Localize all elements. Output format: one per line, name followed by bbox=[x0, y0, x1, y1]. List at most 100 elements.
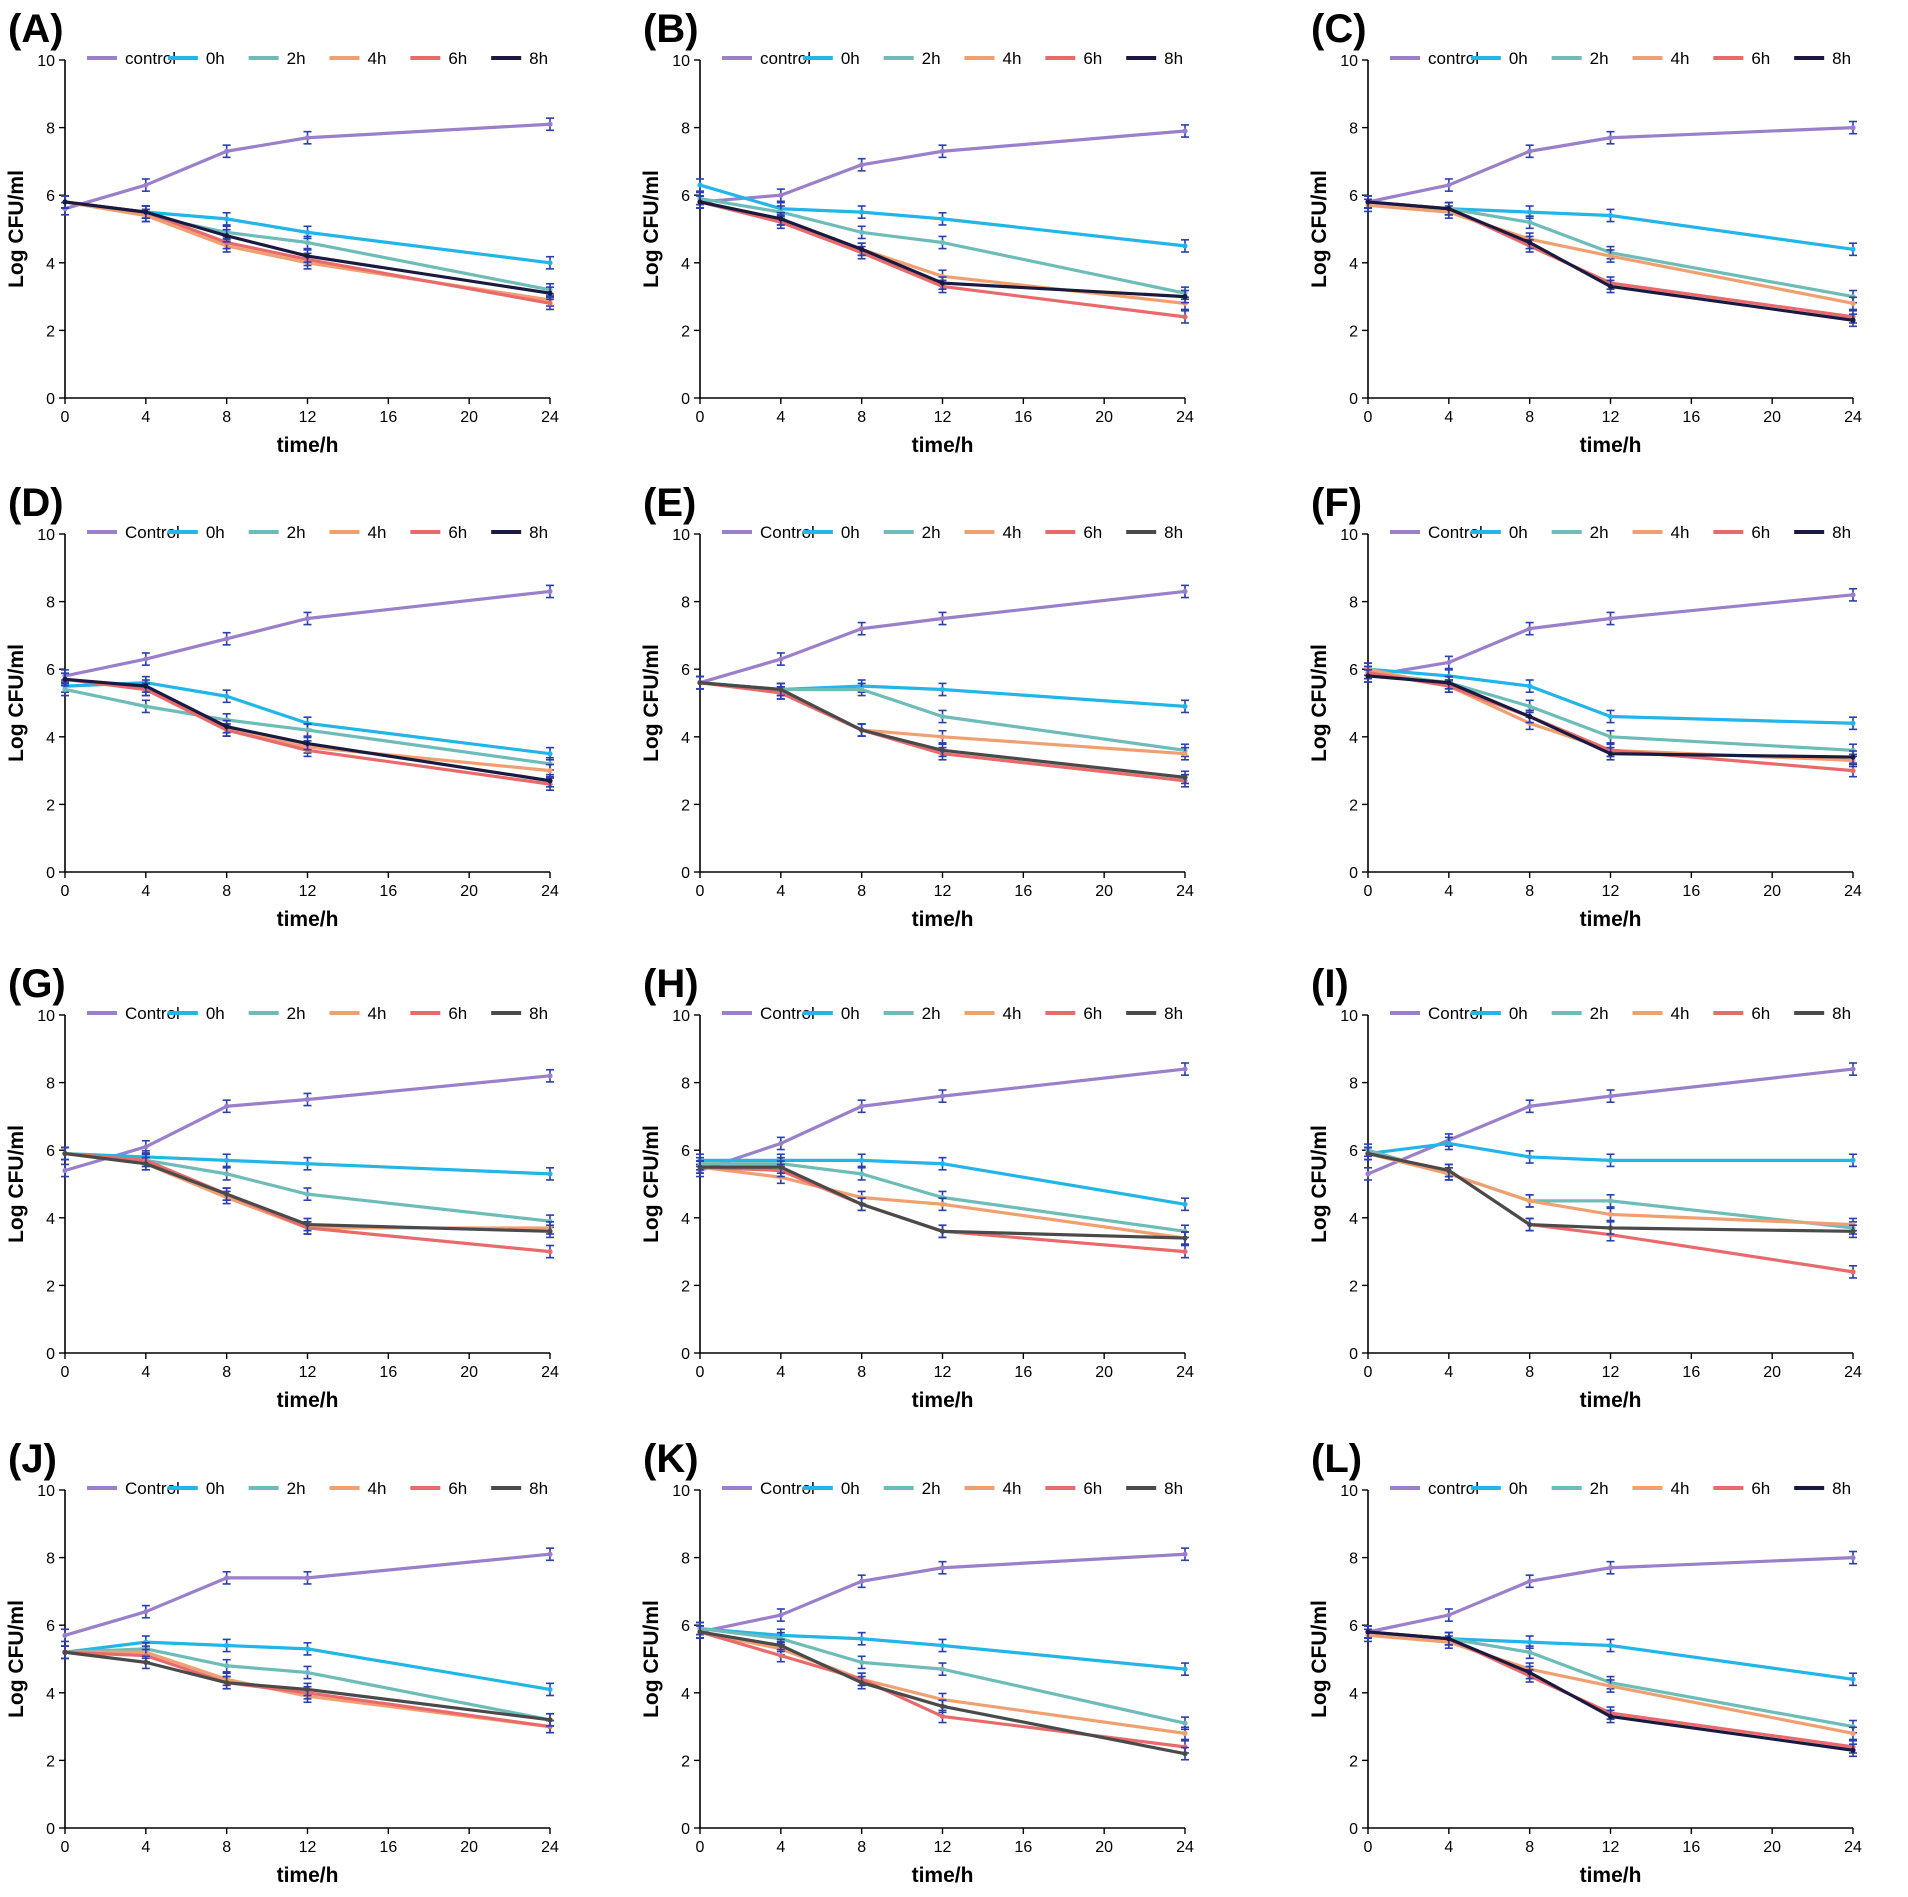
y-tick-label: 2 bbox=[681, 1753, 690, 1770]
legend-label-control: Control bbox=[760, 1479, 815, 1498]
data-point-control bbox=[143, 656, 149, 662]
x-tick-label: 16 bbox=[1682, 409, 1700, 426]
legend-label-4h: 4h bbox=[368, 49, 387, 68]
legend-label-6h: 6h bbox=[448, 1479, 467, 1498]
y-axis-title: Log CFU/ml bbox=[1308, 644, 1331, 762]
x-tick-label: 12 bbox=[934, 1364, 952, 1381]
x-tick-label: 0 bbox=[1364, 1839, 1373, 1856]
x-axis-title: time/h bbox=[277, 1389, 339, 1412]
x-tick-label: 4 bbox=[776, 883, 785, 900]
data-point-control bbox=[1182, 128, 1188, 134]
legend-label-control: Control bbox=[760, 523, 815, 542]
x-tick-label: 8 bbox=[857, 1839, 866, 1856]
data-point-control bbox=[143, 182, 149, 188]
series-line-control bbox=[699, 589, 1186, 685]
x-tick-label: 24 bbox=[541, 1839, 559, 1856]
y-tick-label: 2 bbox=[46, 797, 55, 814]
x-axis-title: time/h bbox=[912, 1864, 974, 1887]
data-point-control bbox=[939, 1565, 946, 1571]
x-tick-label: 20 bbox=[1763, 1839, 1781, 1856]
x-tick-label: 24 bbox=[1844, 1839, 1862, 1856]
y-tick-label: 0 bbox=[681, 865, 690, 882]
y-tick-label: 8 bbox=[1349, 1551, 1358, 1568]
data-point-8h bbox=[697, 1164, 703, 1170]
data-point-0h bbox=[1182, 243, 1188, 249]
data-point-8h bbox=[224, 724, 230, 730]
data-point-8h bbox=[224, 233, 230, 239]
data-point-8h bbox=[224, 1191, 230, 1197]
y-tick-label: 2 bbox=[1349, 1278, 1358, 1295]
data-point-control bbox=[1850, 1066, 1856, 1072]
data-point-6h bbox=[939, 1713, 946, 1720]
legend-label-8h: 8h bbox=[1832, 1004, 1851, 1023]
x-tick-label: 0 bbox=[696, 1839, 705, 1856]
data-point-2h bbox=[1607, 734, 1614, 740]
y-tick-label: 4 bbox=[1349, 1211, 1358, 1228]
panel-label-h: (H) bbox=[643, 962, 699, 1006]
y-tick-label: 0 bbox=[1349, 1346, 1358, 1363]
x-tick-label: 16 bbox=[1014, 1839, 1032, 1856]
data-point-2h bbox=[859, 686, 865, 693]
data-point-4h bbox=[1527, 1198, 1533, 1204]
data-point-8h bbox=[1527, 239, 1533, 246]
x-tick-label: 8 bbox=[857, 1364, 866, 1381]
x-tick-label: 4 bbox=[141, 1364, 150, 1381]
x-tick-label: 8 bbox=[1525, 1839, 1534, 1856]
data-point-8h bbox=[939, 1703, 946, 1709]
legend-label-6h: 6h bbox=[1751, 1004, 1770, 1023]
data-point-8h bbox=[1607, 283, 1614, 290]
x-tick-label: 12 bbox=[299, 409, 317, 426]
legend-label-4h: 4h bbox=[1003, 1004, 1022, 1023]
legend-label-2h: 2h bbox=[287, 1004, 306, 1023]
panel-label-l: (L) bbox=[1311, 1437, 1362, 1481]
x-tick-label: 20 bbox=[460, 1364, 478, 1381]
legend-label-2h: 2h bbox=[287, 49, 306, 68]
data-point-8h bbox=[778, 1164, 784, 1170]
data-point-8h bbox=[939, 747, 946, 753]
x-tick-label: 0 bbox=[61, 883, 70, 900]
x-tick-label: 20 bbox=[460, 1839, 478, 1856]
data-point-8h bbox=[1446, 1167, 1452, 1174]
data-point-control bbox=[1446, 659, 1452, 666]
data-point-8h bbox=[859, 1680, 865, 1686]
data-point-6h bbox=[547, 300, 553, 306]
data-point-2h bbox=[1527, 703, 1533, 709]
y-tick-label: 0 bbox=[46, 1346, 55, 1363]
y-tick-label: 10 bbox=[37, 53, 55, 70]
x-axis-title: time/h bbox=[277, 908, 339, 931]
data-point-6h bbox=[547, 1249, 553, 1255]
legend-label-8h: 8h bbox=[529, 1479, 548, 1498]
legend-label-0h: 0h bbox=[841, 523, 860, 542]
x-tick-label: 20 bbox=[1763, 409, 1781, 426]
data-point-4h bbox=[939, 734, 946, 740]
data-point-2h bbox=[859, 229, 865, 235]
y-tick-label: 0 bbox=[46, 391, 55, 408]
legend-label-control: Control bbox=[760, 1004, 815, 1023]
y-tick-label: 4 bbox=[681, 256, 690, 273]
data-point-0h bbox=[859, 1636, 865, 1642]
series-line-control bbox=[64, 589, 551, 678]
x-tick-label: 0 bbox=[61, 409, 70, 426]
data-point-8h bbox=[304, 253, 311, 259]
legend-label-control: Control bbox=[125, 523, 180, 542]
x-axis-title: time/h bbox=[1580, 1389, 1642, 1412]
y-tick-label: 6 bbox=[1349, 188, 1358, 205]
y-tick-label: 10 bbox=[672, 1483, 690, 1500]
x-tick-label: 20 bbox=[1095, 883, 1113, 900]
panel-label-k: (K) bbox=[643, 1437, 699, 1481]
x-tick-label: 0 bbox=[696, 409, 705, 426]
legend-label-2h: 2h bbox=[922, 49, 941, 68]
data-point-2h bbox=[939, 239, 946, 246]
y-tick-label: 8 bbox=[681, 1551, 690, 1568]
legend-label-6h: 6h bbox=[1751, 1479, 1770, 1498]
y-axis-title: Log CFU/ml bbox=[1308, 170, 1331, 288]
data-point-4h bbox=[939, 1201, 946, 1207]
x-tick-label: 16 bbox=[379, 409, 397, 426]
data-point-control bbox=[1182, 1066, 1188, 1072]
data-point-0h bbox=[939, 1642, 946, 1649]
legend-label-6h: 6h bbox=[448, 523, 467, 542]
y-tick-label: 4 bbox=[681, 1211, 690, 1228]
x-tick-label: 0 bbox=[1364, 409, 1373, 426]
data-point-control bbox=[1527, 626, 1533, 632]
